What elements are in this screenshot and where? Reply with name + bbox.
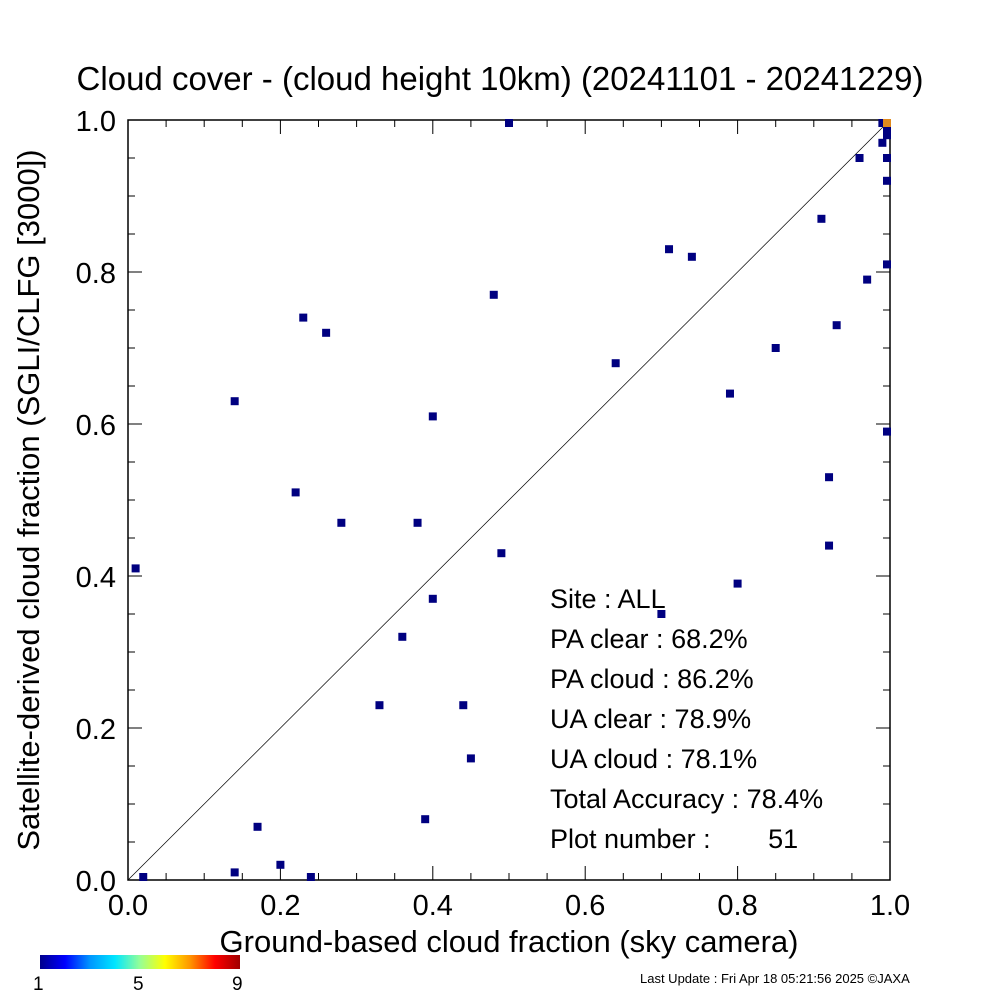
data-point — [230, 868, 239, 877]
data-point — [322, 328, 331, 337]
y-axis-label: Satellite-derived cloud fraction (SGLI/C… — [11, 149, 46, 850]
x-tick-label: 0.2 — [260, 890, 300, 922]
one-to-one-line — [127, 119, 891, 881]
data-point — [878, 119, 887, 127]
data-point — [733, 579, 742, 588]
data-point — [306, 873, 315, 881]
data-point — [291, 488, 300, 497]
x-tick-label: 0.8 — [717, 890, 757, 922]
data-point — [139, 873, 148, 881]
stat-line: UA cloud : 78.1% — [550, 744, 757, 774]
data-point — [665, 245, 674, 254]
data-point — [131, 564, 140, 573]
data-point — [489, 290, 498, 299]
stat-value: ALL — [618, 584, 666, 614]
colorbar — [40, 955, 240, 969]
stat-label: Site : — [550, 584, 618, 614]
data-point — [825, 473, 834, 482]
data-point — [276, 860, 285, 869]
x-axis-label: Ground-based cloud fraction (sky camera) — [220, 924, 799, 959]
data-point — [253, 822, 262, 831]
data-point — [687, 252, 696, 261]
chart-title: Cloud cover - (cloud height 10km) (20241… — [77, 60, 924, 97]
data-point — [505, 119, 513, 127]
data-point — [497, 549, 506, 558]
data-point — [832, 321, 841, 330]
stat-label: PA clear : — [550, 624, 671, 654]
stat-value: 78.1% — [681, 744, 758, 774]
y-tick-label: 0.4 — [76, 562, 116, 594]
plot-area — [127, 119, 891, 881]
data-point — [398, 632, 407, 641]
x-tick-label: 1.0 — [870, 890, 910, 922]
stat-line: UA clear : 78.9% — [550, 704, 751, 734]
colorbar-gradient — [40, 955, 240, 969]
data-point — [855, 154, 864, 162]
x-tick-label: 0.0 — [108, 890, 148, 922]
data-point — [878, 138, 887, 147]
data-point-highlight — [883, 119, 891, 127]
data-points — [131, 119, 891, 881]
y-tick-label: 0.8 — [76, 258, 116, 290]
stat-line: PA clear : 68.2% — [550, 624, 748, 654]
data-point — [863, 275, 872, 284]
statistics-box: Site : ALL PA clear : 68.2% PA cloud : 86.… — [550, 584, 823, 854]
data-point — [428, 412, 437, 421]
data-point — [883, 131, 891, 140]
data-point — [375, 701, 384, 710]
stat-label: Plot number : — [550, 824, 718, 854]
data-point — [337, 518, 346, 527]
stat-label: UA cloud : — [550, 744, 681, 774]
stat-value: 51 — [768, 824, 798, 854]
colorbar-label-mid: 5 — [133, 974, 144, 995]
y-tick-label: 0.0 — [76, 866, 116, 898]
axis-tick-labels: 0.0 0.2 0.4 0.6 0.8 1.0 0.0 0.2 0.4 0.6 0.8 1.0 — [76, 106, 910, 922]
colorbar-label-min: 1 — [33, 974, 44, 995]
data-point — [299, 313, 308, 322]
data-point — [421, 815, 430, 824]
data-point — [428, 594, 437, 603]
data-point — [825, 541, 834, 550]
stat-label: PA cloud : — [550, 664, 677, 694]
stat-value: 86.2% — [677, 664, 754, 694]
y-tick-label: 1.0 — [76, 106, 116, 138]
data-point — [883, 123, 891, 132]
data-point — [459, 701, 468, 710]
y-tick-label: 0.6 — [76, 410, 116, 442]
stat-line: Plot number : 51 — [550, 824, 798, 854]
data-point — [611, 359, 620, 368]
stat-line: Site : ALL — [550, 584, 666, 614]
stat-label: UA clear : — [550, 704, 675, 734]
data-point — [230, 397, 239, 406]
colorbar-label-max: 9 — [232, 974, 243, 995]
data-point — [883, 260, 891, 269]
data-point — [725, 389, 734, 398]
data-point — [883, 154, 891, 162]
stat-line: Total Accuracy : 78.4% — [550, 784, 823, 814]
stat-value: 78.9% — [675, 704, 752, 734]
last-update-text: Last Update : Fri Apr 18 05:21:56 2025 ©… — [640, 971, 910, 986]
x-tick-label: 0.4 — [413, 890, 453, 922]
stat-value: 78.4% — [747, 784, 824, 814]
data-point — [413, 518, 422, 527]
data-point — [771, 344, 780, 352]
stat-line: PA cloud : 86.2% — [550, 664, 754, 694]
data-point — [466, 754, 475, 763]
data-point — [883, 427, 891, 436]
y-tick-label: 0.2 — [76, 714, 116, 746]
axis-ticks — [127, 119, 891, 881]
data-point — [883, 176, 891, 185]
stat-label: Total Accuracy : — [550, 784, 747, 814]
data-point — [657, 610, 666, 618]
stat-value: 68.2% — [671, 624, 748, 654]
x-tick-label: 0.6 — [565, 890, 605, 922]
data-point — [817, 214, 826, 223]
